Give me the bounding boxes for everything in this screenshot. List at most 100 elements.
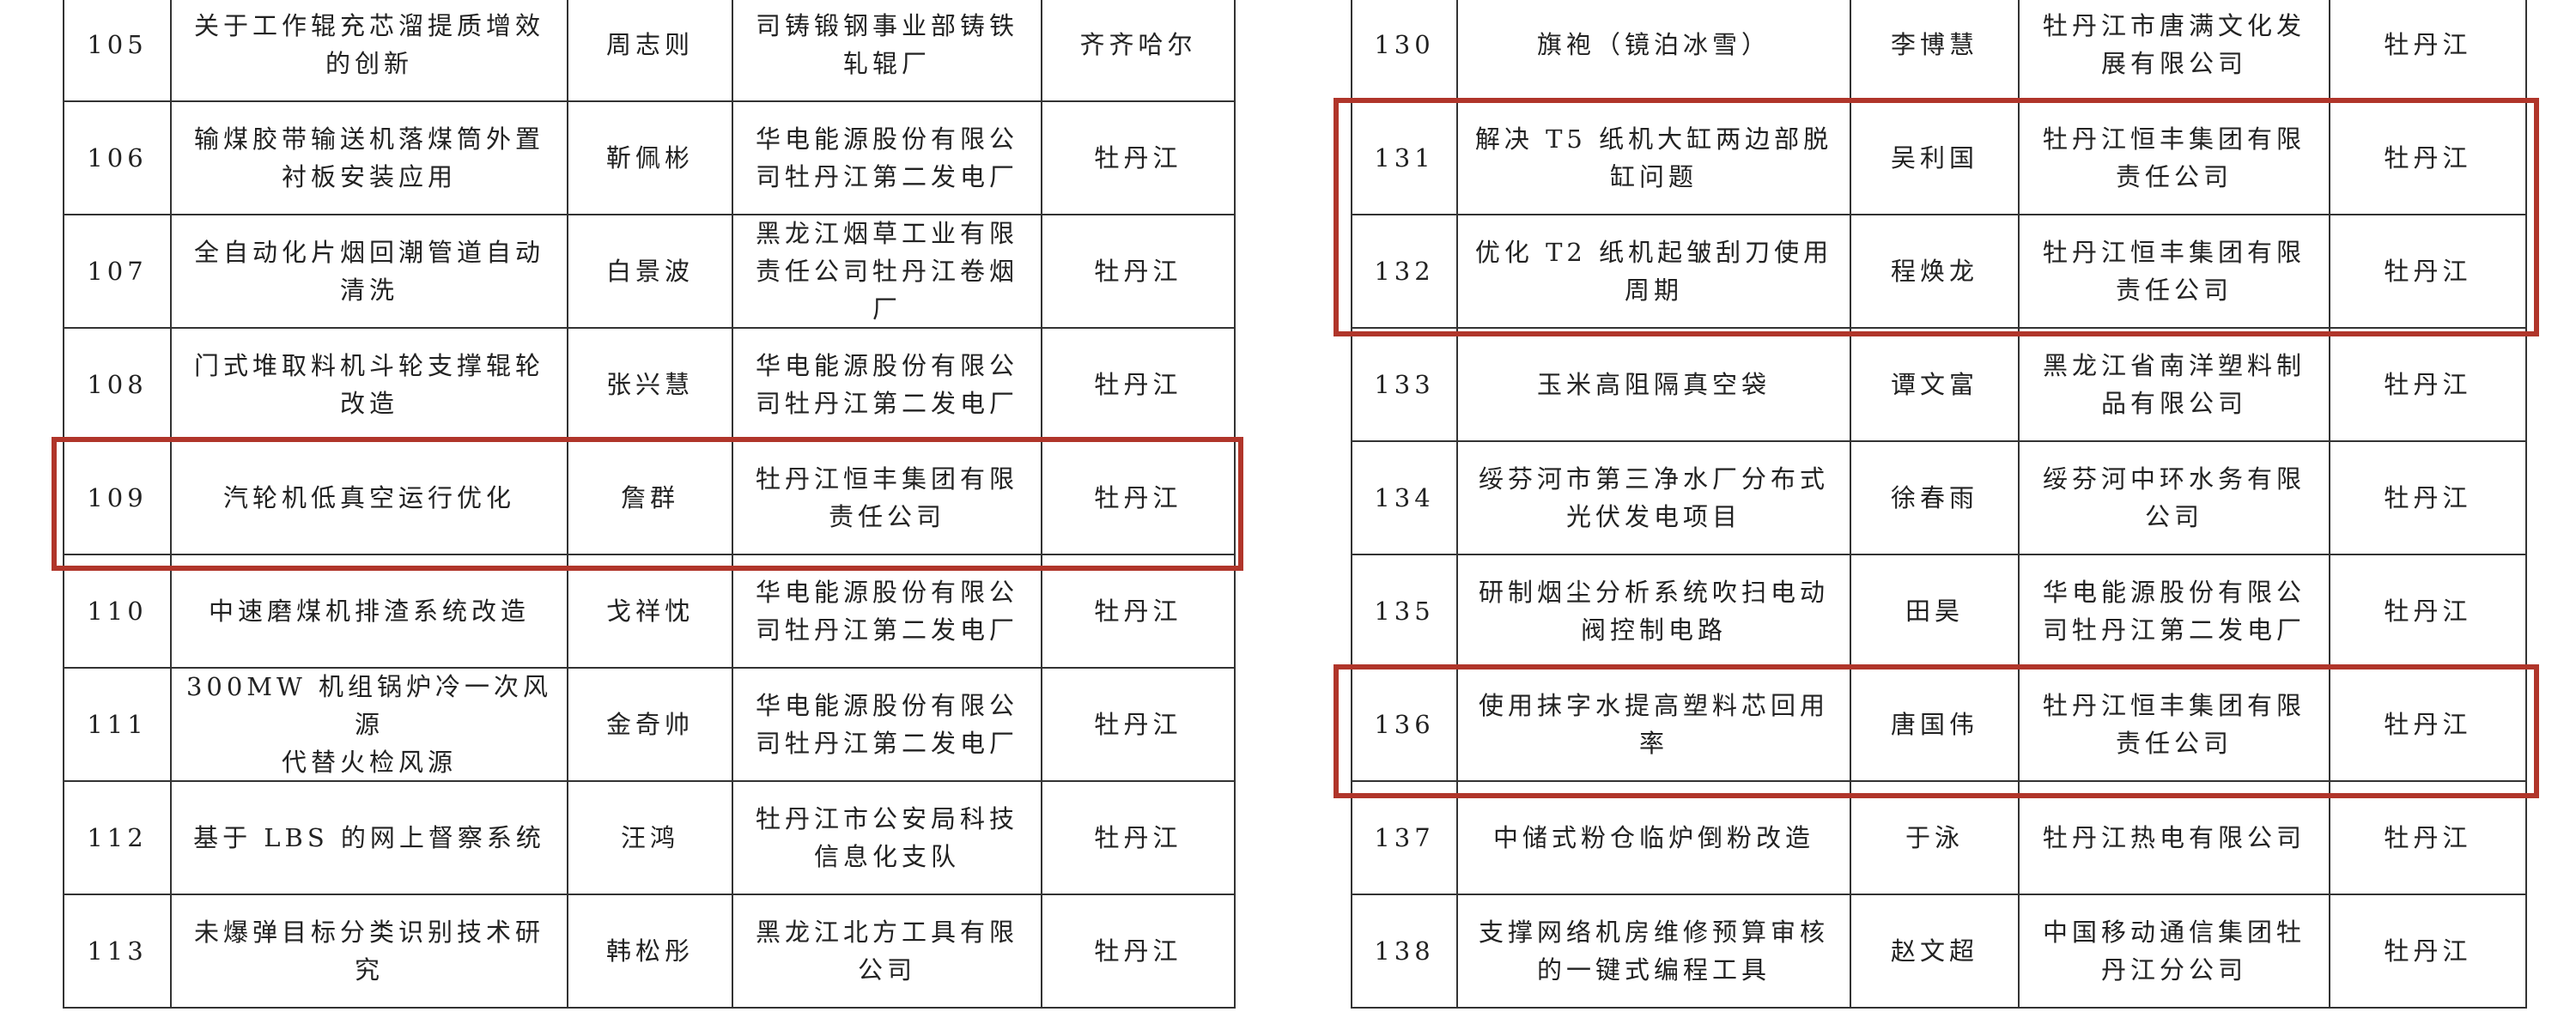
table-row: 109 汽轮机低真空运行优化 詹群 牡丹江恒丰集团有限 责任公司 牡丹江 bbox=[63, 442, 1236, 555]
table-cell: 牡丹江 bbox=[2329, 329, 2527, 440]
table-cell: 输煤胶带输送机落煤筒外置 衬板安装应用 bbox=[170, 102, 567, 214]
table-cell: 使用抹字水提高塑料芯回用 率 bbox=[1456, 669, 1850, 780]
table-cell: 戈祥忱 bbox=[567, 555, 732, 667]
table-cell: 李博慧 bbox=[1850, 0, 2018, 100]
table-cell: 吴利国 bbox=[1850, 102, 2018, 214]
table-cell: 牡丹江恒丰集团有限 责任公司 bbox=[2018, 102, 2329, 214]
table-cell: 徐春雨 bbox=[1850, 442, 2018, 554]
table-row: 138 支撑网络机房维修预算审核 的一键式编程工具 赵文超 中国移动通信集团牡 丹江分… bbox=[1351, 895, 2527, 1009]
table-cell: 110 bbox=[63, 555, 170, 667]
table-row: 136 使用抹字水提高塑料芯回用 率唐国伟 牡丹江恒丰集团有限 责任公司 牡丹江 bbox=[1351, 669, 2527, 782]
table-cell: 詹群 bbox=[567, 442, 732, 554]
table-cell: 135 bbox=[1351, 555, 1456, 667]
table-cell: 牡丹江 bbox=[1041, 215, 1236, 327]
table-cell: 牡丹江 bbox=[1041, 442, 1236, 554]
table-row: 111 300MW 机组锅炉冷一次风源 代替火检风源 金奇帅 华电能源股份有限公 司牡… bbox=[63, 669, 1236, 782]
table-cell: 玉米高阻隔真空袋 bbox=[1456, 329, 1850, 440]
table-cell: 黑龙江省南洋塑料制 品有限公司 bbox=[2018, 329, 2329, 440]
table-cell: 109 bbox=[63, 442, 170, 554]
table-cell: 司铸锻钢事业部铸铁 轧辊厂 bbox=[732, 0, 1041, 100]
table-cell: 牡丹江恒丰集团有限 责任公司 bbox=[2018, 669, 2329, 780]
table-cell: 田昊 bbox=[1850, 555, 2018, 667]
highlight-box bbox=[52, 437, 1243, 571]
table-cell: 105 bbox=[63, 0, 170, 100]
table-row: 134 绥芬河市第三净水厂分布式 光伏发电项目 徐春雨 绥芬河中环水务有限 公司 牡丹江 bbox=[1351, 442, 2527, 555]
table-cell: 牡丹江 bbox=[2329, 895, 2527, 1007]
table-cell: 张兴慧 bbox=[567, 329, 732, 440]
table-cell: 牡丹江 bbox=[1041, 329, 1236, 440]
table-cell: 106 bbox=[63, 102, 170, 214]
table-cell: 唐国伟 bbox=[1850, 669, 2018, 780]
table-cell: 133 bbox=[1351, 329, 1456, 440]
table-cell: 研制烟尘分析系统吹扫电动 阀控制电路 bbox=[1456, 555, 1850, 667]
table-cell: 137 bbox=[1351, 782, 1456, 894]
table-cell: 中速磨煤机排渣系统改造 bbox=[170, 555, 567, 667]
table-cell: 华电能源股份有限公 司牡丹江第二发电厂 bbox=[2018, 555, 2329, 667]
table-cell: 132 bbox=[1351, 215, 1456, 327]
table-cell: 绥芬河市第三净水厂分布式 光伏发电项目 bbox=[1456, 442, 1850, 554]
table-cell: 131 bbox=[1351, 102, 1456, 214]
table-cell: 谭文富 bbox=[1850, 329, 2018, 440]
table-row: 112 基于 LBS 的网上督察系统 汪鸿 牡丹江市公安局科技 信息化支队 牡丹江 bbox=[63, 782, 1236, 895]
right-table: 130 旗袍（镜泊冰雪） 李博慧 牡丹江市唐满文化发 展有限公司 牡丹江 131 解决 T5… bbox=[1351, 0, 2527, 1009]
table-cell: 旗袍（镜泊冰雪） bbox=[1456, 0, 1850, 100]
table-row: 110 中速磨煤机排渣系统改造 戈祥忱 华电能源股份有限公 司牡丹江第二发电厂 牡丹江 bbox=[63, 555, 1236, 669]
table-cell: 黑龙江烟草工业有限 责任公司牡丹江卷烟 厂 bbox=[732, 215, 1041, 327]
table-cell: 金奇帅 bbox=[567, 669, 732, 780]
table-row: 105 关于工作辊充芯溜提质增效 的创新 周志则 司铸锻钢事业部铸铁 轧辊厂 齐齐哈尔 bbox=[63, 0, 1236, 102]
table-cell: 牡丹江 bbox=[2329, 669, 2527, 780]
table-cell: 牡丹江 bbox=[2329, 102, 2527, 214]
table-cell: 华电能源股份有限公 司牡丹江第二发电厂 bbox=[732, 102, 1041, 214]
table-cell: 周志则 bbox=[567, 0, 732, 100]
table-cell: 门式堆取料机斗轮支撑辊轮 改造 bbox=[170, 329, 567, 440]
table-cell: 于泳 bbox=[1850, 782, 2018, 894]
table-row: 131 解决 T5 纸机大缸两边部脱 缸问题 吴利国 牡丹江恒丰集团有限 责任公司 牡丹… bbox=[1351, 102, 2527, 215]
table-cell: 牡丹江 bbox=[2329, 0, 2527, 100]
table-cell: 107 bbox=[63, 215, 170, 327]
table-cell: 牡丹江 bbox=[2329, 555, 2527, 667]
table-cell: 牡丹江恒丰集团有限 责任公司 bbox=[2018, 215, 2329, 327]
table-cell: 牡丹江 bbox=[1041, 895, 1236, 1007]
table-row: 108 门式堆取料机斗轮支撑辊轮 改造 张兴慧 华电能源股份有限公 司牡丹江第二发电厂… bbox=[63, 329, 1236, 442]
table-cell: 韩松彤 bbox=[567, 895, 732, 1007]
table-cell: 齐齐哈尔 bbox=[1041, 0, 1236, 100]
table-row: 130 旗袍（镜泊冰雪） 李博慧 牡丹江市唐满文化发 展有限公司 牡丹江 bbox=[1351, 0, 2527, 102]
table-row: 107 全自动化片烟回潮管道自动 清洗 白景波 黑龙江烟草工业有限 责任公司牡丹江卷烟… bbox=[63, 215, 1236, 329]
table-cell: 华电能源股份有限公 司牡丹江第二发电厂 bbox=[732, 669, 1041, 780]
table-cell: 112 bbox=[63, 782, 170, 894]
table-cell: 108 bbox=[63, 329, 170, 440]
table-row: 113 未爆弹目标分类识别技术研 究韩松彤 黑龙江北方工具有限 公司 牡丹江 bbox=[63, 895, 1236, 1009]
table-cell: 牡丹江市唐满文化发 展有限公司 bbox=[2018, 0, 2329, 100]
table-row: 137 中储式粉仓临炉倒粉改造 于泳 牡丹江热电有限公司 牡丹江 bbox=[1351, 782, 2527, 895]
table-cell: 靳佩彬 bbox=[567, 102, 732, 214]
table-cell: 136 bbox=[1351, 669, 1456, 780]
table-cell: 汪鸿 bbox=[567, 782, 732, 894]
table-cell: 中储式粉仓临炉倒粉改造 bbox=[1456, 782, 1850, 894]
table-cell: 牡丹江 bbox=[1041, 102, 1236, 214]
table-cell: 牡丹江热电有限公司 bbox=[2018, 782, 2329, 894]
table-cell: 支撑网络机房维修预算审核 的一键式编程工具 bbox=[1456, 895, 1850, 1007]
table-cell: 全自动化片烟回潮管道自动 清洗 bbox=[170, 215, 567, 327]
table-cell: 113 bbox=[63, 895, 170, 1007]
table-cell: 300MW 机组锅炉冷一次风源 代替火检风源 bbox=[170, 669, 567, 780]
table-cell: 未爆弹目标分类识别技术研 究 bbox=[170, 895, 567, 1007]
table-cell: 程焕龙 bbox=[1850, 215, 2018, 327]
table-cell: 牡丹江 bbox=[2329, 442, 2527, 554]
table-cell: 138 bbox=[1351, 895, 1456, 1007]
table-row: 133 玉米高阻隔真空袋 谭文富 黑龙江省南洋塑料制 品有限公司 牡丹江 bbox=[1351, 329, 2527, 442]
table-cell: 中国移动通信集团牡 丹江分公司 bbox=[2018, 895, 2329, 1007]
table-cell: 关于工作辊充芯溜提质增效 的创新 bbox=[170, 0, 567, 100]
left-table: 105 关于工作辊充芯溜提质增效 的创新 周志则 司铸锻钢事业部铸铁 轧辊厂 齐齐哈尔 1… bbox=[63, 0, 1236, 1009]
table-cell: 白景波 bbox=[567, 215, 732, 327]
table-cell: 牡丹江恒丰集团有限 责任公司 bbox=[732, 442, 1041, 554]
table-cell: 牡丹江 bbox=[2329, 215, 2527, 327]
table-cell: 黑龙江北方工具有限 公司 bbox=[732, 895, 1041, 1007]
table-cell: 111 bbox=[63, 669, 170, 780]
table-cell: 牡丹江市公安局科技 信息化支队 bbox=[732, 782, 1041, 894]
highlight-box bbox=[1334, 664, 2539, 798]
table-cell: 牡丹江 bbox=[2329, 782, 2527, 894]
table-cell: 优化 T2 纸机起皱刮刀使用 周期 bbox=[1456, 215, 1850, 327]
table-cell: 牡丹江 bbox=[1041, 782, 1236, 894]
table-cell: 华电能源股份有限公 司牡丹江第二发电厂 bbox=[732, 555, 1041, 667]
